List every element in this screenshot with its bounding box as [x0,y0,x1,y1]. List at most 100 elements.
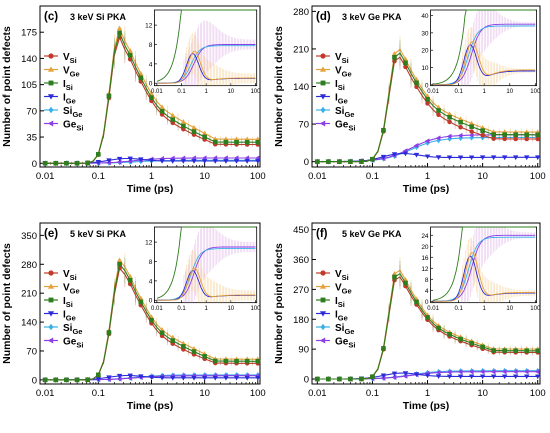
data-point [524,348,530,354]
legend-marker [319,120,326,127]
y-tick-label: 360 [293,255,309,266]
y-tick-label: 0 [304,157,309,168]
data-point [502,136,507,142]
data-point [159,104,165,110]
data-point [138,157,144,163]
y-axis-title: Number of point defects [1,26,13,147]
legend-label-sub: Ge [338,314,348,323]
legend-label-base: Si [63,106,73,117]
data-point [138,374,144,380]
inset-x-tick-label: 10 [506,306,513,312]
inset-y-tick-label: 20 [421,244,429,251]
data-point [436,112,441,118]
legend-label-sub: Ge [72,110,82,119]
data-point [414,299,419,305]
y-tick-label: 35 [26,133,37,144]
data-point [491,348,496,353]
legend-label: GeSi [63,337,83,350]
legend-label: SiGe [63,323,82,336]
legend-marker [319,66,327,72]
inset-y-tick-label: 4 [149,278,153,285]
data-point [501,369,507,375]
data-point [326,159,331,164]
data-point [435,135,441,141]
data-point [96,372,101,378]
legend-label-base: Ge [63,120,77,131]
data-point [255,159,261,164]
data-point [127,52,133,58]
legend-label-base: Si [335,323,345,334]
data-point [403,280,408,286]
y-tick-label: 280 [21,260,37,271]
data-point [201,375,208,381]
data-point [391,374,397,381]
data-point [64,160,69,166]
data-point [524,374,530,380]
legend-label-sub: Ge [72,327,82,336]
data-point [53,160,59,166]
data-point [359,376,364,382]
inset-line-high-alt [433,236,536,302]
inset-line-low-alt [433,252,536,302]
data-point [380,154,387,160]
data-point [191,375,197,381]
data-point [381,346,386,351]
data-point [457,132,463,139]
inset-line-low-alt [433,41,536,86]
data-point [413,142,419,149]
legend-label-sub: Si [76,124,83,133]
data-point [148,90,155,96]
inset-x-tick-label: 1 [483,89,487,95]
inset-y-tick-label: 4 [149,61,153,68]
data-point [127,278,133,283]
data-point [458,336,463,342]
data-point [255,139,261,145]
inset-line-rise [156,9,256,82]
x-axis-title: Time (ps) [127,183,173,195]
data-point [469,129,474,134]
inset-x-tick-label: 100 [530,89,541,95]
y-tick-label: 210 [293,44,309,55]
data-point [480,132,485,138]
x-tick-label: 1 [425,388,430,399]
legend-label-base: Ge [335,120,349,131]
inset-x-tick-label: 0.1 [177,306,186,312]
plot-frame [311,222,541,385]
data-point [255,375,261,381]
inset: 0 4 8 12 16 20 24 0.01 0.1 1 10 100 [421,226,541,312]
inset-x-tick-label: 0.01 [151,89,163,95]
data-point [244,375,250,381]
data-point [106,375,112,380]
inset-x-tick-label: 10 [227,306,234,312]
legend-label-sub: Ge [338,97,348,106]
data-point [127,156,133,162]
legend-label-sub: Si [348,341,355,350]
data-point [138,75,144,81]
data-point [106,93,112,99]
inset: 0 4 8 12 0.01 0.1 1 10 100 [145,226,261,312]
legend-label: IGe [335,93,348,106]
data-point [436,108,441,113]
legend-label-base: I [63,296,66,307]
data-point [234,139,239,145]
panel-label: (f) [316,228,328,240]
legend-marker [319,337,326,344]
data-point [435,155,442,160]
data-point [446,133,452,140]
legend-label-sub: Si [70,273,77,282]
data-point [85,377,90,383]
data-point [255,358,261,364]
panel-title: 5 keV Ge PKA [342,229,402,239]
data-point [191,129,197,134]
data-point [181,344,186,349]
data-point [535,132,541,138]
x-tick-label: 100 [530,388,546,399]
data-point [513,348,518,354]
data-point [425,101,430,106]
x-tick-label: 0.01 [36,171,55,182]
data-point [191,159,197,164]
y-tick-label: 180 [293,315,309,326]
data-point [138,70,144,76]
data-point [74,377,80,383]
legend-label-base: V [335,283,342,294]
